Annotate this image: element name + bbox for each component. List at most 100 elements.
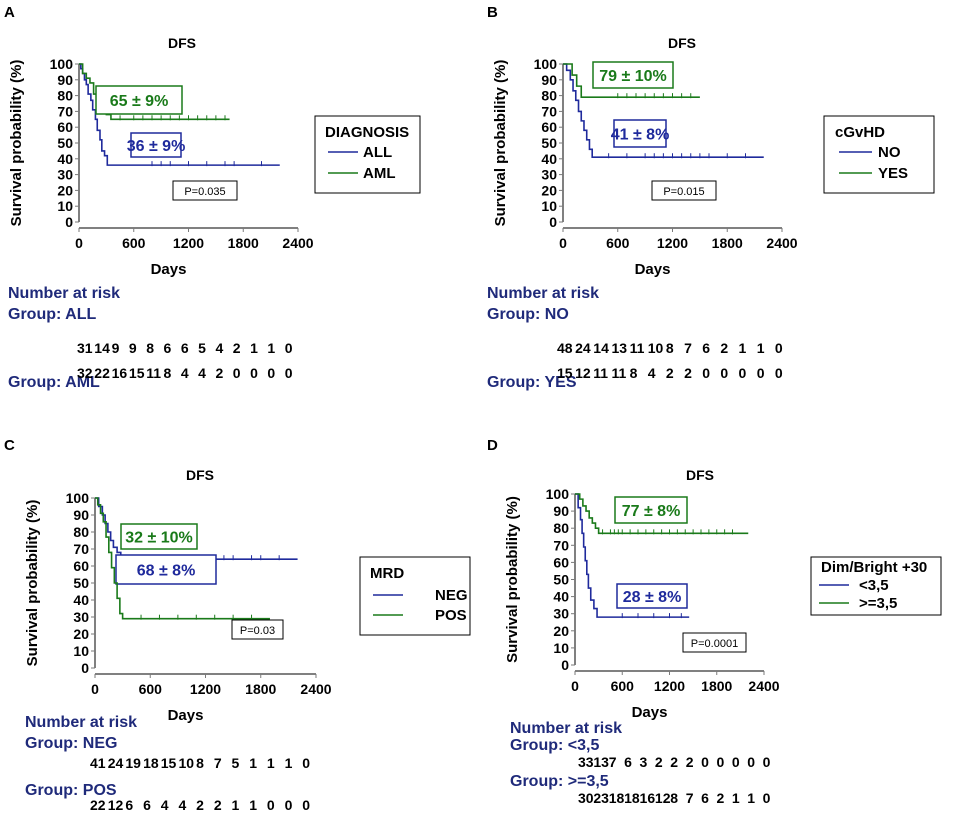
risk-group-label: Group: ALL [8, 306, 97, 323]
y-tick-label: 20 [553, 623, 569, 639]
x-tick-label: 2400 [748, 678, 779, 694]
x-tick-label: 2400 [766, 235, 797, 251]
x-tick-label: 600 [611, 678, 635, 694]
y-tick-label: 30 [541, 167, 557, 183]
risk-count: 8 [666, 340, 674, 356]
risk-group-label: Group: POS [25, 782, 117, 799]
x-tick-label: 1200 [173, 235, 204, 251]
y-tick-label: 90 [541, 72, 557, 88]
risk-count: 4 [648, 365, 656, 381]
x-axis-label: Days [635, 261, 671, 278]
risk-group-label: Group: >=3,5 [510, 773, 609, 790]
risk-count: 4 [181, 365, 189, 381]
chart-title: DFS [686, 467, 714, 483]
p-value-box [231, 619, 284, 640]
risk-count: 7 [214, 755, 222, 771]
y-axis-label: Survival probability (%) [24, 500, 41, 667]
y-axis-label: Survival probability (%) [8, 60, 25, 227]
x-tick-label: 1800 [245, 681, 276, 697]
x-tick-label: 600 [139, 681, 163, 697]
y-tick-label: 10 [73, 643, 89, 659]
y-tick-label: 80 [73, 524, 89, 540]
risk-count: 1 [732, 790, 740, 806]
x-tick-label: 2400 [300, 681, 331, 697]
p-value-text: P=0.0001 [691, 638, 738, 650]
y-tick-label: 40 [73, 592, 89, 608]
y-tick-label: 10 [57, 198, 73, 214]
survival-curve-blue [575, 493, 690, 618]
survival-curve-green [575, 493, 749, 535]
risk-count: 2 [686, 754, 694, 770]
y-tick-label: 0 [561, 657, 569, 673]
x-axis-label: Days [632, 704, 668, 721]
risk-count: 6 [701, 790, 709, 806]
survival-annotation-text: 68 ± 8% [137, 563, 196, 580]
survival-curve-green [563, 63, 700, 98]
y-tick-label: 100 [534, 56, 558, 72]
survival-annotation-box [614, 496, 688, 524]
risk-count: 1 [757, 340, 765, 356]
y-tick-label: 60 [73, 558, 89, 574]
chart-title: DFS [168, 35, 196, 51]
risk-count: 13 [611, 340, 627, 356]
risk-count: 18 [143, 755, 159, 771]
x-tick-label: 1800 [701, 678, 732, 694]
risk-count: 0 [701, 754, 709, 770]
risk-count: 0 [763, 790, 771, 806]
risk-count: 13 [593, 754, 609, 770]
x-tick-label: 1200 [654, 678, 685, 694]
risk-count: 6 [181, 340, 189, 356]
risk-count: 1 [249, 755, 257, 771]
x-tick-label: 1800 [712, 235, 743, 251]
y-tick-label: 40 [553, 589, 569, 605]
risk-count: 10 [648, 340, 664, 356]
risk-count: 9 [129, 340, 137, 356]
risk-count: 12 [575, 365, 591, 381]
panel-label: C [4, 437, 15, 454]
risk-count: 41 [90, 755, 106, 771]
risk-heading: Number at risk [510, 720, 622, 737]
x-tick-label: 600 [122, 235, 146, 251]
risk-count: 12 [108, 797, 124, 813]
risk-group-label: Group: AML [8, 374, 100, 391]
legend-entry: POS [435, 607, 467, 624]
risk-count: 12 [655, 790, 671, 806]
survival-annotation-text: 41 ± 8% [611, 127, 670, 144]
legend-entry: NO [878, 144, 901, 161]
p-value-box [682, 632, 747, 653]
x-axis-label: Days [151, 261, 187, 278]
risk-count: 2 [670, 754, 678, 770]
legend-title: DIAGNOSIS [325, 124, 409, 141]
risk-count: 16 [112, 365, 128, 381]
risk-count: 0 [233, 365, 241, 381]
survival-annotation-text: 77 ± 8% [622, 503, 681, 520]
y-tick-label: 100 [66, 490, 90, 506]
survival-annotation-box [613, 119, 667, 148]
survival-annotation-text: 36 ± 9% [127, 138, 186, 155]
risk-count: 0 [702, 365, 710, 381]
y-tick-label: 70 [541, 103, 557, 119]
risk-count: 1 [267, 340, 275, 356]
risk-count: 0 [302, 797, 310, 813]
y-tick-label: 90 [57, 72, 73, 88]
x-tick-label: 0 [571, 678, 579, 694]
y-tick-label: 0 [549, 214, 557, 230]
x-axis-label: Days [168, 707, 204, 724]
y-tick-label: 20 [73, 626, 89, 642]
risk-count: 11 [630, 340, 645, 356]
risk-count: 0 [732, 754, 740, 770]
risk-count: 18 [609, 790, 625, 806]
risk-count: 8 [670, 790, 678, 806]
risk-count: 18 [624, 790, 640, 806]
survival-curve-blue [95, 497, 298, 560]
survival-annotation-text: 79 ± 10% [599, 68, 667, 85]
y-tick-label: 70 [73, 541, 89, 557]
risk-count: 0 [285, 365, 293, 381]
y-tick-label: 60 [553, 554, 569, 570]
risk-count: 16 [640, 790, 656, 806]
risk-count: 24 [108, 755, 124, 771]
risk-count: 2 [215, 365, 223, 381]
